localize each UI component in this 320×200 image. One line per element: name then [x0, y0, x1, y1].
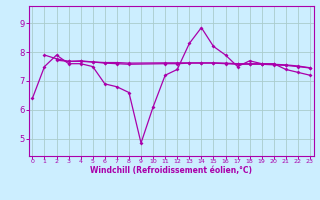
X-axis label: Windchill (Refroidissement éolien,°C): Windchill (Refroidissement éolien,°C): [90, 166, 252, 175]
